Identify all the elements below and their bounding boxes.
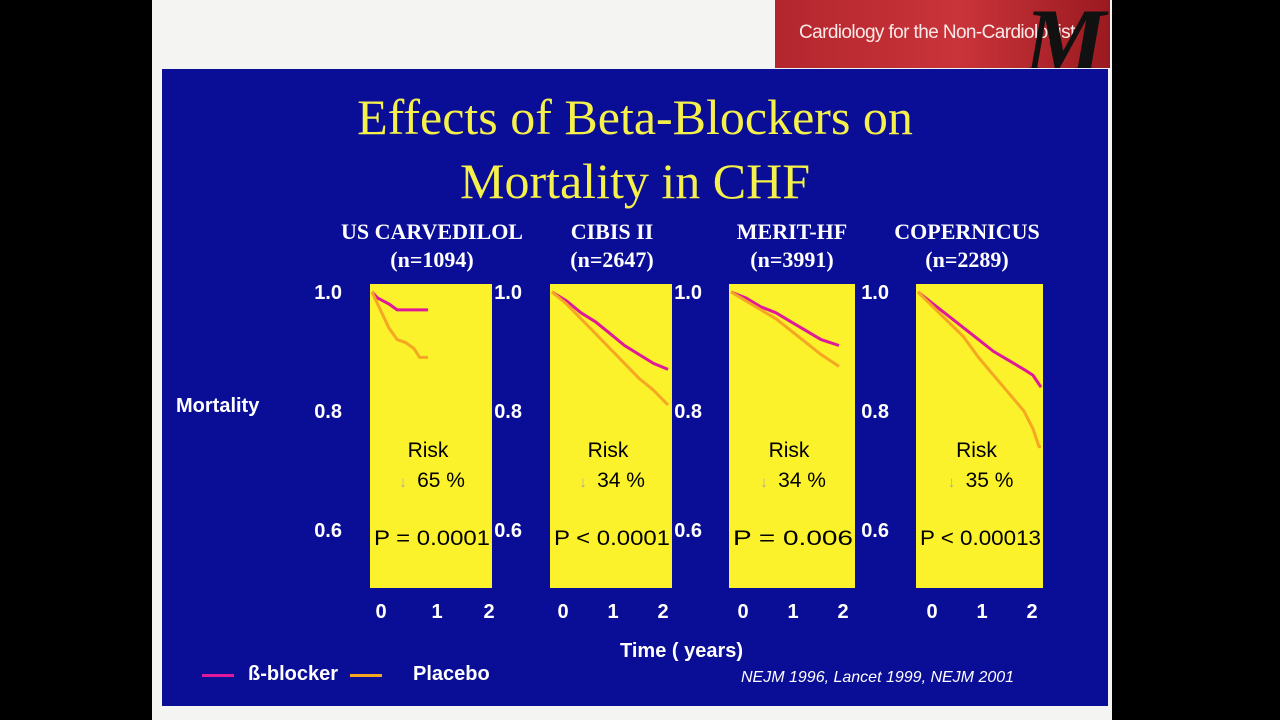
placebo-line <box>551 290 670 407</box>
y-tick-label: 1.0 <box>314 282 342 304</box>
beta-blocker-line <box>370 290 428 312</box>
chart-panel-2: 1.0 0.8 0.6 0 1 2 Risk↓ 34 % P < 0.0001 <box>494 282 672 623</box>
x-tick-label: 0 <box>926 601 937 623</box>
risk-label: Risk <box>408 439 449 462</box>
y-tick-label: 0.8 <box>494 401 522 423</box>
risk-label: Risk <box>769 439 810 462</box>
legend-beta-label: ß-blocker <box>248 663 339 685</box>
x-tick-label: 2 <box>1026 601 1037 623</box>
x-tick-label: 1 <box>431 601 442 623</box>
slide-title-line2: Mortality in CHF <box>459 153 811 209</box>
placebo-line <box>370 291 428 359</box>
study-n-1: (n=1094) <box>390 247 474 272</box>
risk-reduction-value: 34 % <box>778 469 826 492</box>
legend-beta-swatch <box>202 674 234 677</box>
down-arrow-icon: ↓ <box>948 474 956 491</box>
x-tick-label: 0 <box>557 601 568 623</box>
down-arrow-icon: ↓ <box>579 474 587 491</box>
p-value: P = 0.0001 <box>374 527 490 550</box>
x-tick-label: 0 <box>375 601 386 623</box>
study-n-2: (n=2647) <box>570 247 654 272</box>
course-banner: Cardiology for the Non-Cardiologist M <box>775 0 1110 68</box>
y-tick-label: 0.8 <box>861 401 889 423</box>
y-tick-label: 0.6 <box>494 520 522 542</box>
chart-panel-3: 1.0 0.8 0.6 0 1 2 Risk↓ 34 % P = 0.006 <box>674 282 855 623</box>
x-axis-label: Time ( years) <box>620 640 744 662</box>
risk-label: Risk <box>588 439 629 462</box>
study-n-3: (n=3991) <box>750 247 834 272</box>
plot-area <box>729 284 855 588</box>
y-tick-label: 0.8 <box>674 401 702 423</box>
y-tick-label: 1.0 <box>861 282 889 304</box>
y-tick-label: 1.0 <box>674 282 702 304</box>
placebo-line <box>916 290 1041 449</box>
slide: Effects of Beta-Blockers on Mortality in… <box>162 69 1108 706</box>
risk-label: Risk <box>956 439 997 462</box>
y-axis-label: Mortality <box>176 395 260 417</box>
chart-panel-4: 1.0 0.8 0.6 0 1 2 Risk↓ 35 % P < 0.00013 <box>861 282 1043 623</box>
x-tick-label: 2 <box>837 601 848 623</box>
beta-blocker-line <box>917 290 1043 389</box>
x-tick-label: 1 <box>976 601 987 623</box>
down-arrow-icon: ↓ <box>760 474 768 491</box>
banner-logo: M <box>1024 0 1106 68</box>
study-name-2: CIBIS II <box>570 219 654 244</box>
risk-reduction-value: 35 % <box>966 469 1014 492</box>
risk-reduction-value: 65 % <box>417 469 465 492</box>
plot-area <box>916 284 1043 588</box>
down-arrow-icon: ↓ <box>399 474 407 491</box>
study-name-4: COPERNICUS <box>894 219 1040 244</box>
x-tick-label: 2 <box>483 601 494 623</box>
study-n-4: (n=2289) <box>925 247 1009 272</box>
beta-blocker-line <box>730 290 840 347</box>
p-value: P = 0.006 <box>733 527 853 550</box>
risk-reduction-value: 34 % <box>597 469 645 492</box>
y-tick-label: 0.6 <box>861 520 889 542</box>
x-tick-label: 1 <box>607 601 618 623</box>
banner-title: Cardiology for the Non-Cardiologist <box>799 22 1075 43</box>
legend-placebo-label: Placebo <box>413 663 490 685</box>
x-tick-label: 1 <box>787 601 798 623</box>
study-name-1: US CARVEDILOL <box>341 219 523 244</box>
x-tick-label: 2 <box>657 601 668 623</box>
beta-blocker-line <box>551 290 669 371</box>
p-value: P < 0.0001 <box>554 527 670 550</box>
y-tick-label: 0.6 <box>314 520 342 542</box>
legend-placebo-swatch <box>350 674 382 677</box>
y-tick-label: 0.8 <box>314 401 342 423</box>
plot-area <box>370 284 492 588</box>
y-tick-label: 1.0 <box>494 282 522 304</box>
p-value: P < 0.00013 <box>920 527 1041 550</box>
citation: NEJM 1996, Lancet 1999, NEJM 2001 <box>741 669 1015 686</box>
chart-panel-1: 1.0 0.8 0.6 0 1 2 Risk↓ 65 % P = 0.0001 <box>314 282 494 623</box>
y-tick-label: 0.6 <box>674 520 702 542</box>
placebo-line <box>730 290 840 368</box>
slide-title-line1: Effects of Beta-Blockers on <box>357 89 913 145</box>
study-name-3: MERIT-HF <box>736 219 848 244</box>
x-tick-label: 0 <box>737 601 748 623</box>
